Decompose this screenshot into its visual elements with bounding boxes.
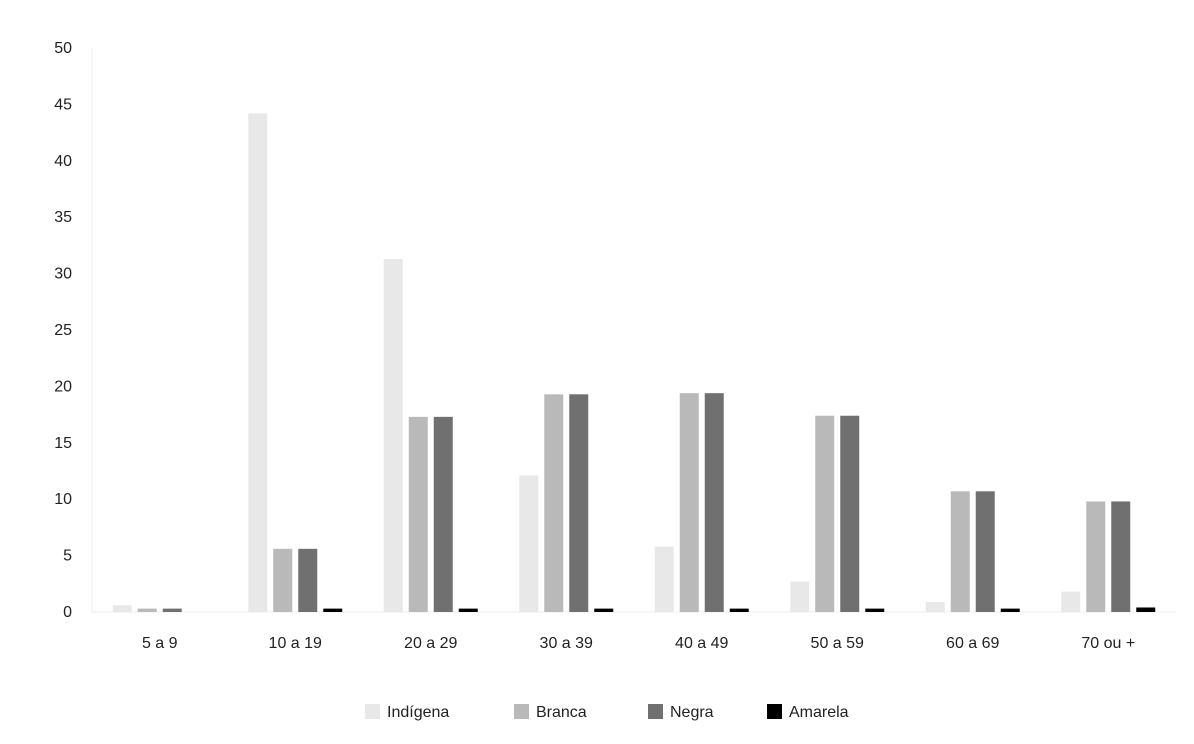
x-tick-label: 5 a 9: [142, 635, 178, 652]
bar-amarela-7: [1136, 607, 1156, 612]
y-axis-ticks: 0 5 10 15 20 25 30 35 40 45 50: [54, 40, 72, 621]
bar-amarela-4: [729, 608, 749, 612]
x-tick-label: 10 a 19: [269, 635, 322, 652]
x-tick-label: 50 a 59: [811, 635, 864, 652]
bar-indígena-4: [654, 546, 674, 612]
x-tick-label: 60 a 69: [946, 635, 999, 652]
bar-negra-1: [298, 548, 318, 612]
y-tick-label: 50: [54, 40, 72, 57]
x-tick-label: 30 a 39: [540, 635, 593, 652]
bar-branca-7: [1086, 501, 1106, 612]
bar-indígena-7: [1061, 591, 1081, 612]
legend-label-amarela: Amarela: [789, 704, 849, 721]
x-tick-label: 70 ou +: [1081, 635, 1135, 652]
bar-branca-6: [950, 491, 970, 612]
bar-amarela-3: [594, 608, 614, 612]
bar-branca-4: [679, 393, 699, 612]
y-tick-label: 10: [54, 491, 72, 508]
x-tick-label: 40 a 49: [675, 635, 728, 652]
bar-amarela-5: [865, 608, 885, 612]
y-tick-label: 5: [63, 548, 72, 565]
legend-label-negra: Negra: [670, 704, 714, 721]
bar-amarela-2: [458, 608, 478, 612]
bar-branca-2: [408, 416, 428, 612]
bar-negra-7: [1111, 501, 1131, 612]
bars: [112, 113, 1156, 612]
bar-negra-5: [840, 415, 860, 612]
legend-swatch-negra: [648, 704, 663, 719]
bar-branca-5: [815, 415, 835, 612]
y-tick-label: 30: [54, 266, 72, 283]
legend-swatch-branca: [514, 704, 529, 719]
legend: Indígena Branca Negra Amarela: [365, 704, 849, 721]
bar-branca-0: [137, 608, 157, 612]
bar-branca-3: [544, 394, 564, 612]
legend-swatch-indígena: [365, 704, 380, 719]
bar-negra-6: [975, 491, 995, 612]
y-tick-label: 45: [54, 96, 72, 113]
y-tick-label: 25: [54, 322, 72, 339]
bar-indígena-6: [925, 601, 945, 612]
y-tick-label: 35: [54, 209, 72, 226]
y-tick-label: 0: [63, 604, 72, 621]
x-tick-label: 20 a 29: [404, 635, 457, 652]
bar-amarela-6: [1000, 608, 1020, 612]
bar-negra-2: [433, 416, 453, 612]
bar-indígena-0: [112, 605, 132, 612]
legend-label-indígena: Indígena: [387, 704, 449, 721]
bar-amarela-1: [323, 608, 343, 612]
bar-branca-1: [273, 548, 293, 612]
bar-indígena-5: [790, 581, 810, 612]
bar-negra-0: [162, 608, 182, 612]
y-tick-label: 15: [54, 435, 72, 452]
bar-indígena-3: [519, 475, 539, 612]
legend-swatch-amarela: [767, 704, 782, 719]
bar-indígena-1: [248, 113, 268, 612]
x-axis-ticks: 5 a 9 10 a 19 20 a 29 30 a 39 40 a 49 50 a 59…: [142, 635, 1135, 652]
bar-negra-4: [704, 393, 724, 612]
y-tick-label: 40: [54, 153, 72, 170]
bar-negra-3: [569, 394, 589, 612]
y-tick-label: 20: [54, 378, 72, 395]
bar-indígena-2: [383, 258, 403, 612]
legend-label-branca: Branca: [536, 704, 587, 721]
